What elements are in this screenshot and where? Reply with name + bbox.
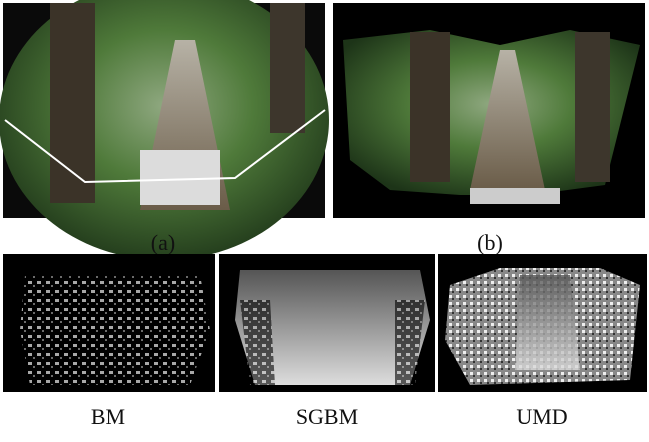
caption: (a): [151, 230, 175, 255]
figure: (a) (b) BM SGBM UMD: [0, 0, 649, 437]
caption: SGBM: [296, 404, 358, 429]
caption: BM: [91, 404, 125, 429]
image-sgbm: [219, 254, 435, 392]
image-umd: [438, 254, 647, 392]
image-a: [0, 0, 329, 260]
image-b: [333, 3, 645, 218]
image-bm: [3, 254, 215, 392]
caption: (b): [477, 230, 503, 255]
caption: UMD: [516, 404, 567, 429]
